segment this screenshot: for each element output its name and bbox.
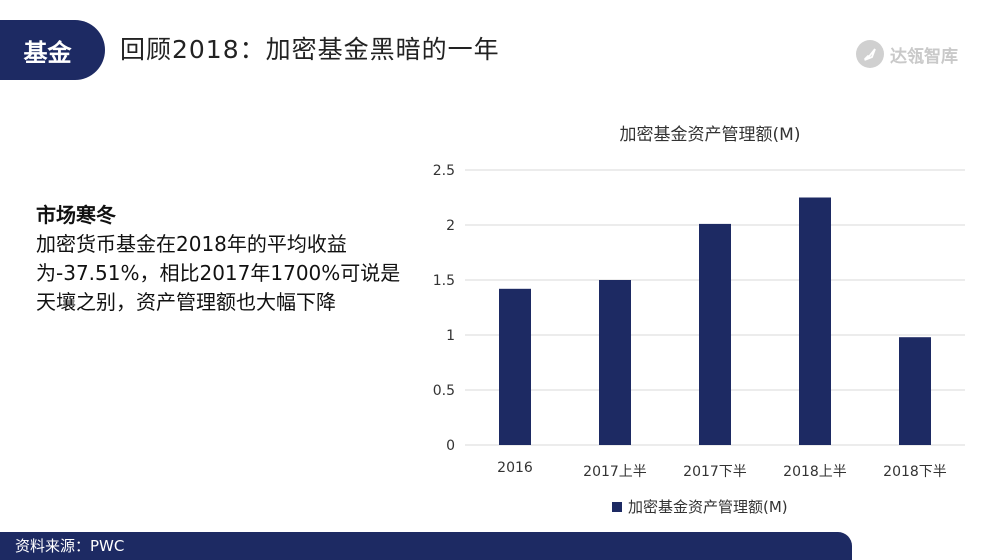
y-tick-label: 2	[446, 218, 455, 234]
x-axis-ticks: 2016 2017上半 2017下半 2018上半 2018下半	[497, 460, 947, 480]
bars	[499, 197, 931, 445]
aum-bar-chart: 加密基金资产管理额(M) 0 0.5 1 1.5 2 2.5 2016 2017上半 2017…	[420, 110, 980, 530]
x-tick-label: 2017下半	[683, 464, 747, 480]
legend-swatch	[612, 502, 622, 512]
y-tick-label: 2.5	[433, 163, 455, 179]
bar	[799, 197, 831, 445]
bar	[499, 288, 531, 445]
x-tick-label: 2018下半	[883, 464, 947, 480]
chart-legend: 加密基金资产管理额(M)	[612, 498, 788, 516]
page-title: 回顾2018：加密基金黑暗的一年	[120, 35, 500, 64]
x-tick-label: 2016	[497, 460, 533, 476]
y-tick-label: 0	[446, 438, 455, 454]
bar	[699, 223, 731, 445]
section-tag: 基金	[0, 20, 105, 80]
legend-label: 加密基金资产管理额(M)	[628, 498, 788, 516]
y-tick-label: 0.5	[433, 383, 455, 399]
summary-body: 加密货币基金在2018年的平均收益为-37.51%，相比2017年1700%可说…	[36, 232, 401, 314]
x-tick-label: 2018上半	[783, 464, 847, 480]
brand-logo: 达瓴智库	[856, 40, 958, 68]
x-tick-label: 2017上半	[583, 464, 647, 480]
y-tick-label: 1	[446, 328, 455, 344]
y-tick-label: 1.5	[433, 273, 455, 289]
summary-heading: 市场寒冬	[36, 203, 116, 227]
bar	[899, 337, 931, 445]
y-axis-ticks: 0 0.5 1 1.5 2 2.5	[433, 163, 455, 454]
bar	[599, 280, 631, 445]
rocket-icon	[856, 40, 884, 68]
logo-text: 达瓴智库	[890, 46, 958, 67]
summary-text: 市场寒冬 加密货币基金在2018年的平均收益为-37.51%，相比2017年17…	[36, 200, 416, 317]
source-footer: 资料来源：PWC	[0, 532, 852, 560]
chart-title: 加密基金资产管理额(M)	[620, 125, 801, 145]
